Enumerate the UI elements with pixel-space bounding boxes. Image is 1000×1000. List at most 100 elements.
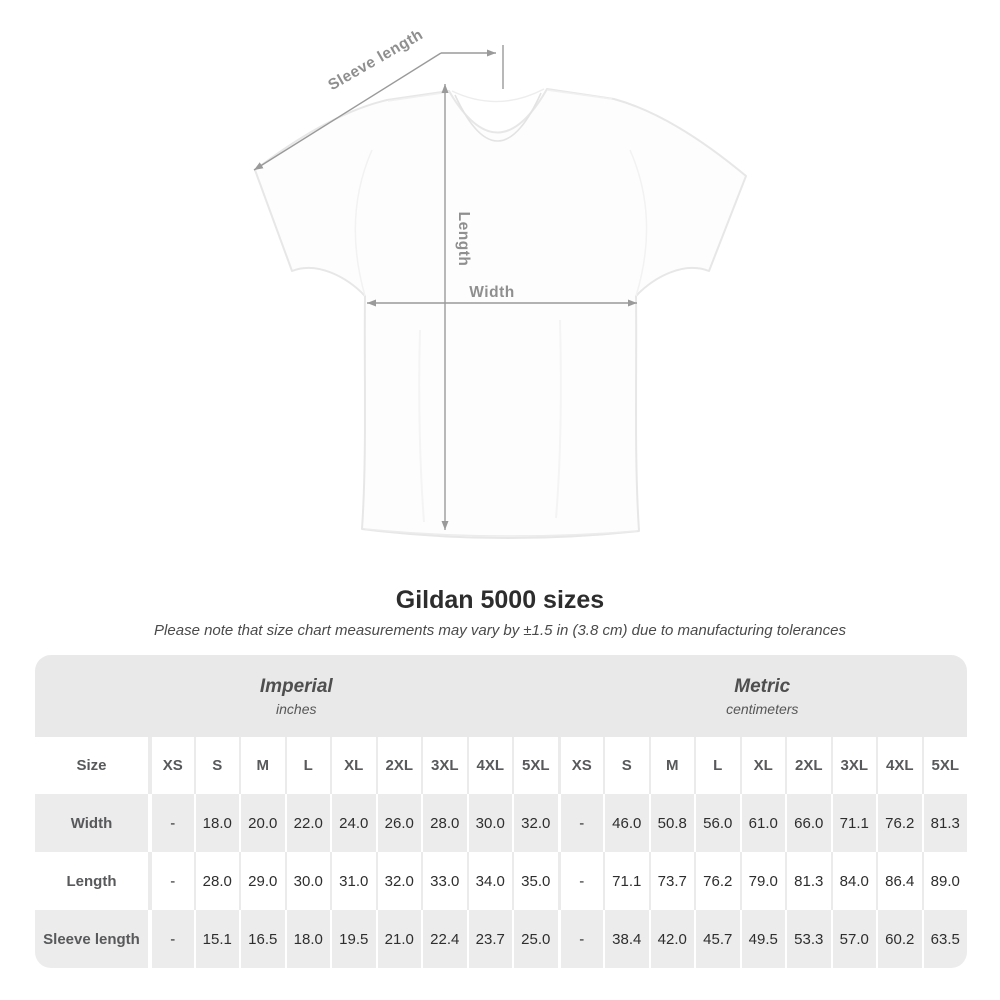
collar-band: [454, 92, 542, 142]
imperial-value-m: 20.0: [239, 794, 285, 852]
metric-value-3xl: 71.1: [830, 794, 876, 852]
metric-value-m: 42.0: [648, 910, 694, 968]
metric-value-s: 71.1: [603, 852, 649, 910]
imperial-value-xl: 24.0: [330, 794, 376, 852]
col-header-metric-5xl: 5XL: [921, 737, 967, 794]
col-header-metric-m: M: [648, 737, 694, 794]
length-label: Length: [455, 212, 472, 267]
imperial-value-2xl: 21.0: [375, 910, 421, 968]
row-label: Sleeve length: [35, 910, 148, 968]
col-header-metric-4xl: 4XL: [876, 737, 922, 794]
col-header-imperial-2xl: 2XL: [375, 737, 421, 794]
metric-value-l: 56.0: [694, 794, 740, 852]
table-row-width: Width -18.0 20.0 22.0 24.0 26.0 28.0 30.0 32.0-4…: [35, 794, 967, 852]
imperial-value-s: 28.0: [193, 852, 239, 910]
group-label: Imperial: [259, 676, 333, 698]
metric-value-l: 45.7: [694, 910, 740, 968]
back-collar: [451, 88, 545, 103]
col-header-metric-3xl: 3XL: [830, 737, 876, 794]
tshirt-diagram-svg: Sleeve length Length Width: [253, 26, 747, 540]
imperial-value-4xl: 23.7: [466, 910, 512, 968]
imperial-value-4xl: 34.0: [466, 852, 512, 910]
imperial-value-xs: -: [148, 794, 194, 852]
imperial-value-4xl: 30.0: [466, 794, 512, 852]
group-header-metric: Metric centimeters: [557, 655, 967, 737]
imperial-value-l: 22.0: [284, 794, 330, 852]
metric-value-4xl: 76.2: [876, 794, 922, 852]
metric-value-xl: 49.5: [739, 910, 785, 968]
metric-value-5xl: 81.3: [921, 794, 967, 852]
imperial-value-xs: -: [148, 852, 194, 910]
metric-value-l: 76.2: [694, 852, 740, 910]
row-label: Width: [35, 794, 148, 852]
size-header-row: Size XS S M L XL 2XL 3XL 4XL 5XL XS S M L XL 2XL 3XL 4XL 5…: [35, 737, 967, 794]
group-unit: inches: [276, 700, 317, 717]
col-header-imperial-4xl: 4XL: [466, 737, 512, 794]
metric-value-m: 50.8: [648, 794, 694, 852]
imperial-value-xl: 19.5: [330, 910, 376, 968]
col-header-imperial-xl: XL: [330, 737, 376, 794]
metric-value-s: 46.0: [603, 794, 649, 852]
metric-value-xl: 79.0: [739, 852, 785, 910]
imperial-value-3xl: 28.0: [421, 794, 467, 852]
metric-value-xl: 61.0: [739, 794, 785, 852]
table-row-sleeve-length: Sleeve length -15.1 16.5 18.0 19.5 21.0 22.4 23…: [35, 910, 967, 968]
metric-value-5xl: 89.0: [921, 852, 967, 910]
metric-value-3xl: 57.0: [830, 910, 876, 968]
imperial-value-2xl: 32.0: [375, 852, 421, 910]
imperial-value-2xl: 26.0: [375, 794, 421, 852]
col-header-imperial-s: S: [193, 737, 239, 794]
metric-value-4xl: 60.2: [876, 910, 922, 968]
row-label: Length: [35, 852, 148, 910]
imperial-value-xs: -: [148, 910, 194, 968]
width-label: Width: [469, 284, 514, 301]
col-header-imperial-m: M: [239, 737, 285, 794]
col-header-metric-xs: XS: [557, 737, 603, 794]
imperial-value-s: 18.0: [193, 794, 239, 852]
metric-value-xs: -: [557, 910, 603, 968]
imperial-value-m: 16.5: [239, 910, 285, 968]
imperial-value-5xl: 32.0: [512, 794, 558, 852]
tolerance-note: Please note that size chart measurements…: [154, 622, 846, 639]
sleeve-length-arrow: [253, 45, 504, 171]
imperial-value-5xl: 25.0: [512, 910, 558, 968]
col-header-metric-2xl: 2XL: [785, 737, 831, 794]
col-header-imperial-l: L: [284, 737, 330, 794]
group-unit: centimeters: [726, 700, 799, 717]
group-header-imperial: Imperial inches: [35, 655, 558, 737]
sleeve-length-label: Sleeve length: [325, 26, 426, 94]
imperial-value-3xl: 33.0: [421, 852, 467, 910]
metric-value-2xl: 81.3: [785, 852, 831, 910]
col-header-metric-xl: XL: [739, 737, 785, 794]
table-row-length: Length -28.0 29.0 30.0 31.0 32.0 33.0 34.0 35.0-…: [35, 852, 967, 910]
metric-value-5xl: 63.5: [921, 910, 967, 968]
metric-value-m: 73.7: [648, 852, 694, 910]
imperial-value-xl: 31.0: [330, 852, 376, 910]
imperial-value-m: 29.0: [239, 852, 285, 910]
imperial-value-l: 30.0: [284, 852, 330, 910]
group-label: Metric: [734, 676, 791, 698]
col-header-metric-l: L: [694, 737, 740, 794]
col-header-imperial-xs: XS: [148, 737, 194, 794]
imperial-value-3xl: 22.4: [421, 910, 467, 968]
col-header-imperial-5xl: 5XL: [512, 737, 558, 794]
metric-value-xs: -: [557, 852, 603, 910]
col-header-imperial-3xl: 3XL: [421, 737, 467, 794]
imperial-value-s: 15.1: [193, 910, 239, 968]
unit-group-header-row: Imperial inches Metric centimeters: [35, 655, 967, 737]
page-title: Gildan 5000 sizes: [395, 586, 605, 614]
size-corner-header: Size: [35, 737, 148, 794]
size-table: Imperial inches Metric centimeters Size XS S M L…: [35, 655, 967, 968]
metric-value-2xl: 66.0: [785, 794, 831, 852]
imperial-value-l: 18.0: [284, 910, 330, 968]
col-header-metric-s: S: [603, 737, 649, 794]
metric-value-2xl: 53.3: [785, 910, 831, 968]
size-table-container: Imperial inches Metric centimeters Size XS S M L…: [35, 655, 967, 968]
imperial-value-5xl: 35.0: [512, 852, 558, 910]
tshirt-illustration: [254, 88, 747, 540]
metric-value-xs: -: [557, 794, 603, 852]
metric-value-4xl: 86.4: [876, 852, 922, 910]
tshirt-diagram: Sleeve length Length Width: [253, 26, 747, 540]
metric-value-s: 38.4: [603, 910, 649, 968]
